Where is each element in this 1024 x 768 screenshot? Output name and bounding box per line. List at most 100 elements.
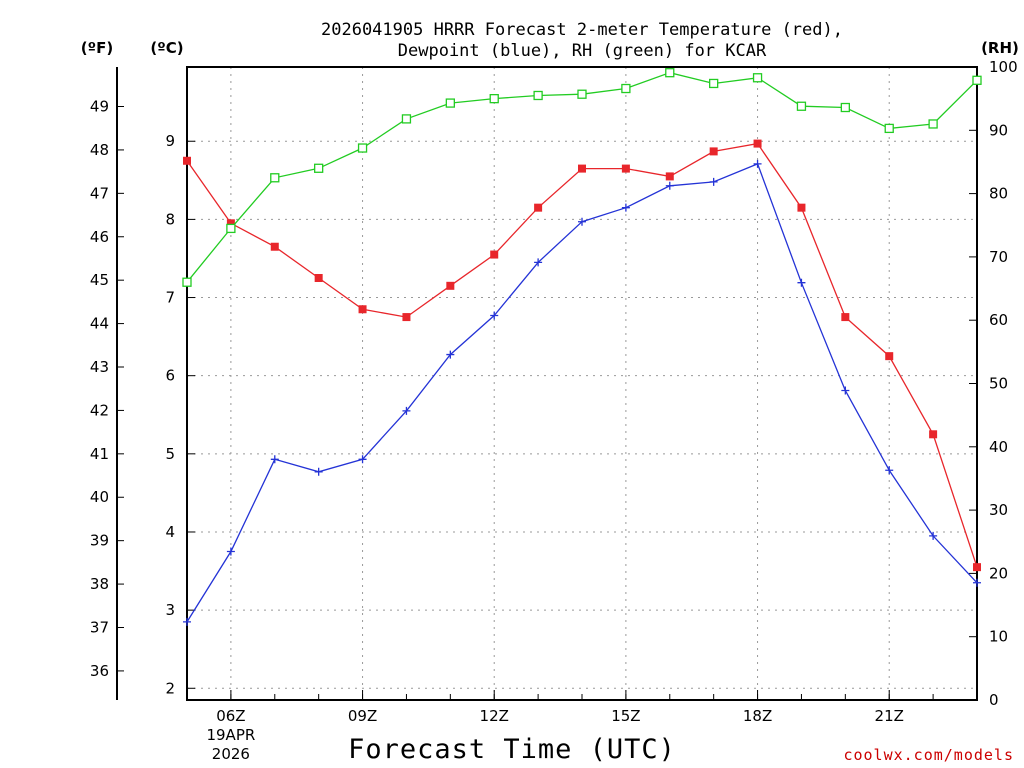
temperature-point: [709, 147, 718, 156]
rh-tick-label: 20: [989, 564, 1008, 582]
dewpoint-point: [841, 386, 850, 395]
rh-point: [445, 98, 455, 108]
rh-point: [928, 119, 938, 129]
rh-point: [182, 277, 192, 287]
celsius-tick-label: 8: [165, 210, 175, 228]
temperature-point: [973, 563, 981, 572]
chart-title-line-1: 2026041905 HRRR Forecast 2-meter Tempera…: [321, 20, 843, 40]
rh-series: [182, 68, 982, 287]
fahrenheit-tick-label: 43: [90, 358, 109, 376]
fahrenheit-tick-label: 39: [90, 532, 109, 550]
temperature-point: [797, 203, 806, 212]
rh-point: [752, 73, 763, 83]
celsius-tick-label: 6: [165, 367, 175, 385]
rh-tick-label: 50: [989, 375, 1008, 393]
rh-tick-label: 40: [989, 438, 1008, 456]
rh-tick-label: 80: [989, 185, 1008, 203]
dewpoint-line: [186, 163, 978, 623]
x-tick-label: 15Z: [611, 707, 640, 725]
celsius-tick-label: 7: [165, 289, 175, 307]
chart-title-line-2: Dewpoint (blue), RH (green) for KCAR: [398, 41, 767, 61]
plot-frame: [186, 66, 978, 701]
fahrenheit-tick-label: 38: [90, 575, 109, 593]
temperature-point: [885, 352, 894, 361]
fahrenheit-tick-label: 48: [90, 141, 109, 159]
rh-point: [884, 123, 894, 134]
x-tick-label: 09Z: [348, 707, 377, 725]
rh-point: [972, 75, 982, 85]
fahrenheit-tick-label: 45: [90, 271, 109, 289]
dewpoint-point: [402, 406, 411, 415]
celsius-tick-label: 5: [165, 445, 175, 463]
dewpoint-point: [973, 578, 981, 587]
fahrenheit-tick-label: 42: [90, 401, 109, 419]
rh-point: [314, 163, 324, 173]
celsius-tick-label: 9: [165, 132, 175, 150]
temperature-point: [929, 430, 938, 439]
fahrenheit-tick-label: 36: [90, 662, 109, 680]
rh-tick-label: 10: [989, 628, 1008, 646]
axes: [116, 66, 978, 701]
dewpoint-point: [578, 217, 586, 226]
dewpoint-point: [446, 350, 455, 359]
rh-point: [796, 101, 807, 111]
rh-tick-label: 0: [989, 691, 999, 709]
fahrenheit-tick-label: 41: [90, 445, 109, 463]
dewpoint-series: [183, 159, 981, 626]
celsius-tick-label: 3: [165, 601, 175, 619]
rh-tick-label: 70: [989, 248, 1008, 266]
dewpoint-point: [226, 547, 235, 556]
temperature-point: [753, 139, 762, 148]
dewpoint-point: [929, 531, 938, 540]
rh-point: [489, 94, 499, 104]
fahrenheit-tick-label: 46: [90, 228, 109, 246]
temperature-point: [402, 313, 411, 322]
celsius-tick-label: 4: [165, 523, 175, 541]
rh-line: [186, 72, 978, 283]
dewpoint-point: [358, 455, 367, 464]
fahrenheit-tick-label: 37: [90, 618, 109, 636]
x-tick-label: 21Z: [875, 707, 904, 725]
temperature-point: [578, 164, 586, 173]
fahrenheit-tick-label: 49: [90, 98, 109, 116]
credit-label: coolwx.com/models: [843, 746, 1014, 764]
x-tick-label: 12Z: [480, 707, 509, 725]
tick-labels: 2345678936373839404142434445464748490102…: [90, 58, 1018, 763]
grid-lines: [187, 67, 977, 700]
dewpoint-point: [753, 159, 762, 168]
temperature-point: [446, 281, 455, 290]
temperature-point: [358, 305, 367, 314]
dewpoint-point: [797, 278, 806, 287]
temperature-point: [534, 203, 543, 212]
temperature-series: [183, 139, 981, 572]
temperature-point: [226, 219, 235, 228]
dewpoint-point: [709, 177, 718, 186]
dewpoint-point: [885, 466, 894, 475]
rh-point: [533, 90, 543, 101]
temperature-point: [490, 250, 499, 259]
rh-point: [226, 223, 236, 234]
x-tick-label: 18Z: [743, 707, 772, 725]
rh-point: [401, 114, 412, 124]
temperature-point: [665, 172, 674, 181]
rh-point: [665, 68, 675, 78]
temperature-point: [841, 313, 850, 322]
dewpoint-point: [665, 181, 674, 190]
dewpoint-point: [534, 258, 543, 267]
fahrenheit-tick-label: 47: [90, 184, 109, 202]
temperature-line: [186, 142, 978, 568]
celsius-axis-unit: (ºC): [150, 39, 183, 57]
rh-tick-label: 100: [989, 58, 1018, 76]
rh-point: [577, 89, 587, 99]
dewpoint-point: [314, 467, 323, 476]
fahrenheit-axis-unit: (ºF): [81, 39, 113, 57]
x-date-label: 19APR: [206, 726, 255, 744]
fahrenheit-tick-label: 44: [90, 315, 109, 333]
rh-point: [621, 83, 631, 94]
fahrenheit-tick-label: 40: [90, 488, 109, 506]
x-axis-label: Forecast Time (UTC): [348, 734, 676, 765]
temperature-point: [270, 242, 279, 251]
rh-tick-label: 60: [989, 311, 1008, 329]
temperature-point: [314, 274, 323, 282]
